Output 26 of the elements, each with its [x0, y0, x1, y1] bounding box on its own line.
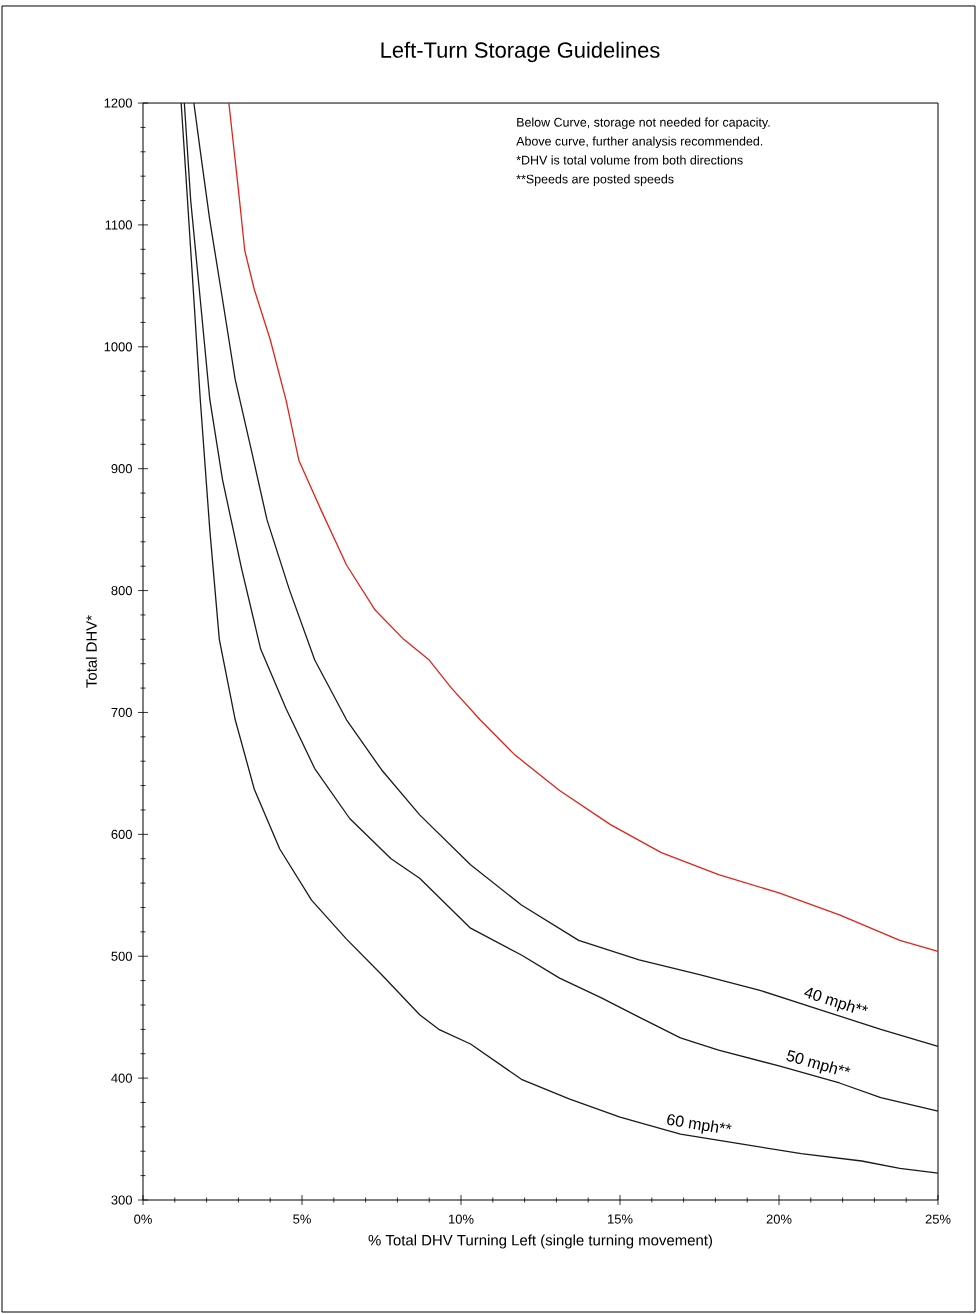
x-tick-label: 25% — [925, 1214, 951, 1224]
y-tick-label: 1000 — [104, 342, 132, 352]
x-tick-label: 0% — [134, 1214, 152, 1224]
x-tick-label: 20% — [766, 1214, 792, 1224]
y-tick-label: 700 — [111, 707, 132, 718]
x-tick-label: 15% — [608, 1214, 633, 1224]
text: 50 mph** — [786, 1049, 851, 1075]
text: 60 mph** — [667, 1114, 732, 1134]
y-tick-label: 900 — [111, 464, 132, 474]
annotation: Above curve, further analysis recommended. — [516, 136, 763, 149]
y-axis-title: Total DHV* — [85, 615, 97, 688]
y-tick-label: 300 — [111, 1195, 132, 1205]
x-tick-label: 10% — [449, 1214, 474, 1224]
y-tick-label: 800 — [111, 585, 132, 596]
annotation: *DHV is total volume from both directions — [516, 155, 743, 165]
y-tick-label: 1200 — [104, 98, 132, 108]
x-axis-title: % Total DHV Turning Left (single turning movement) — [368, 1234, 712, 1249]
x-tick-label: 5% — [293, 1214, 311, 1224]
annotation: **Speeds are posted speeds — [516, 174, 674, 186]
text: 40 mph** — [804, 987, 868, 1013]
annotation: Below Curve, storage not needed for capacity. — [517, 117, 770, 130]
y-tick-label: 400 — [111, 1073, 132, 1083]
y-tick-label: 1100 — [105, 220, 132, 230]
y-tick-label: 500 — [111, 951, 132, 961]
chart-title: Left-Turn Storage Guidelines — [381, 41, 660, 63]
y-tick-label: 600 — [111, 829, 132, 839]
